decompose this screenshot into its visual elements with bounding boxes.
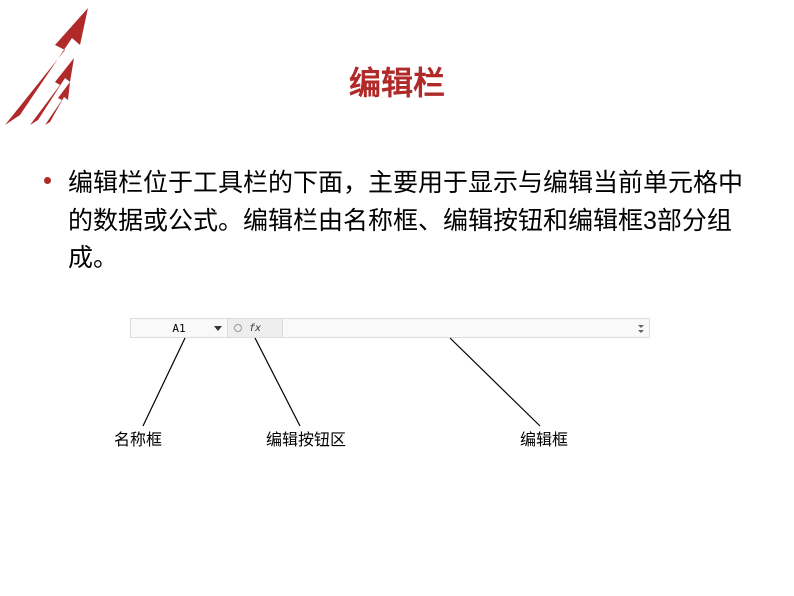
description-text: 编辑栏位于工具栏的下面，主要用于显示与编辑当前单元格中的数据或公式。编辑栏由名称… bbox=[68, 169, 743, 272]
callout-edit-buttons: 编辑按钮区 bbox=[266, 426, 346, 450]
formula-bar: A1 fx bbox=[130, 318, 650, 338]
description-paragraph: 编辑栏位于工具栏的下面，主要用于显示与编辑当前单元格中的数据或公式。编辑栏由名称… bbox=[68, 165, 748, 278]
callout-name-box: 名称框 bbox=[114, 426, 162, 450]
callout-line bbox=[130, 336, 670, 436]
fx-icon: fx bbox=[249, 323, 261, 334]
name-box-value: A1 bbox=[172, 322, 185, 335]
edit-button-area[interactable]: fx bbox=[227, 319, 283, 337]
page-title: 编辑栏 bbox=[0, 58, 794, 104]
name-box[interactable]: A1 bbox=[131, 319, 227, 337]
expand-icon[interactable] bbox=[636, 324, 646, 334]
edit-box[interactable] bbox=[283, 319, 649, 337]
callout-edit-box: 编辑框 bbox=[520, 426, 568, 450]
formula-bar-diagram: A1 fx 名称框 编辑按钮区 编辑框 bbox=[130, 318, 670, 468]
bullet-icon bbox=[44, 177, 51, 184]
